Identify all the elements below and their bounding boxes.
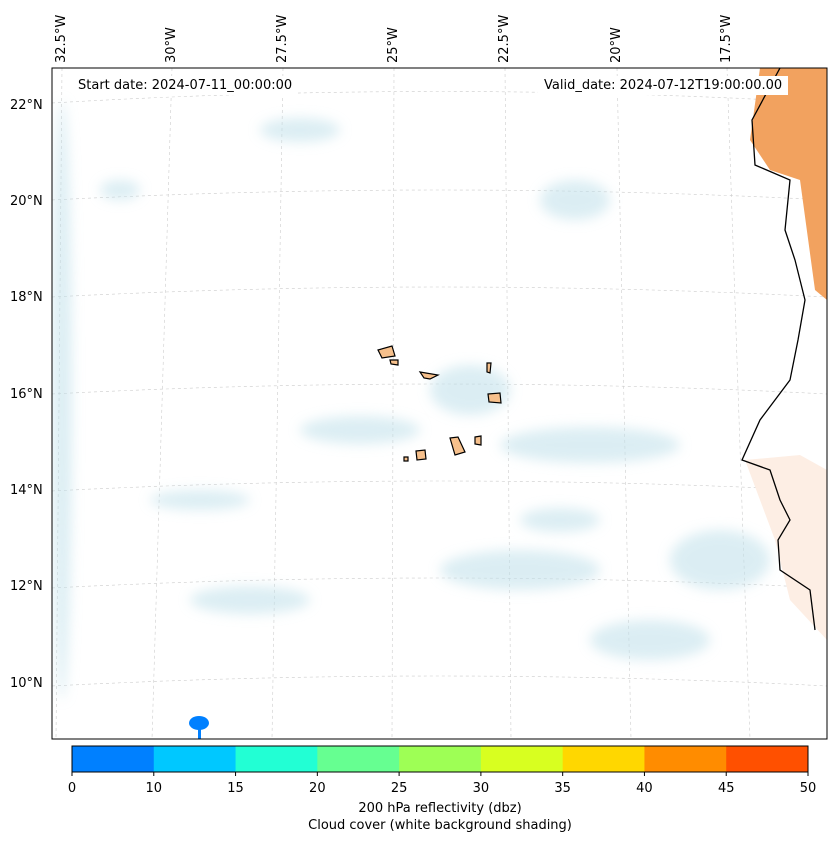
lat-label: 22°N xyxy=(10,98,43,113)
lon-label: 25°W xyxy=(386,27,401,63)
colorbar-tick-label: 40 xyxy=(636,781,653,796)
coastline xyxy=(741,68,816,631)
colorbar-segment xyxy=(317,746,400,772)
reflectivity-cell xyxy=(189,716,209,739)
colorbar-tick-label: 0 xyxy=(67,781,77,796)
cape-verde-islands xyxy=(377,345,502,462)
lat-label: 16°N xyxy=(10,387,43,402)
colorbar-tick-label: 30 xyxy=(472,781,490,796)
colorbar-tick-label: 45 xyxy=(717,781,735,796)
lat-label: 14°N xyxy=(10,483,43,498)
lon-label: 20°W xyxy=(609,27,624,63)
colorbar-segment xyxy=(480,746,564,772)
colorbar-sublabel: Cloud cover (white background shading) xyxy=(308,818,572,833)
lon-label: 27.5°W xyxy=(275,14,290,63)
gridlines xyxy=(52,68,827,739)
cloud-cover-shading xyxy=(52,100,770,700)
land-cloud-shading xyxy=(745,68,827,640)
lat-label: 20°N xyxy=(10,194,43,209)
colorbar-tick-label: 35 xyxy=(554,781,571,796)
colorbar-tick-label: 25 xyxy=(390,781,408,796)
colorbar-segment xyxy=(644,746,727,772)
colorbar-tick-label: 15 xyxy=(227,781,244,796)
colorbar-segment xyxy=(72,746,155,772)
lon-label: 22.5°W xyxy=(497,14,512,63)
lon-label: 17.5°W xyxy=(719,14,734,63)
lat-label: 18°N xyxy=(10,290,43,305)
map-frame xyxy=(51,67,828,740)
lon-label: 32.5°W xyxy=(54,14,69,63)
colorbar-label: 200 hPa reflectivity (dbz) xyxy=(358,801,522,816)
colorbar-frame xyxy=(71,745,809,773)
colorbar xyxy=(71,745,809,776)
colorbar-tick-label: 20 xyxy=(309,781,326,796)
colorbar-tick-label: 50 xyxy=(799,781,817,796)
colorbar-segment xyxy=(726,746,809,772)
colorbar-segment xyxy=(235,746,318,772)
colorbar-segment xyxy=(399,746,482,772)
colorbar-segment xyxy=(562,746,645,772)
lon-label: 30°W xyxy=(164,27,179,63)
lat-label: 12°N xyxy=(10,579,43,594)
lat-label: 10°N xyxy=(10,676,43,691)
valid-date-annotation: Valid_date: 2024-07-12T19:00:00.00 xyxy=(538,76,789,95)
colorbar-tick-label: 10 xyxy=(145,781,163,796)
colorbar-segment xyxy=(153,746,237,772)
start-date-annotation: Start date: 2024-07-11_00:00:00 xyxy=(72,76,299,95)
